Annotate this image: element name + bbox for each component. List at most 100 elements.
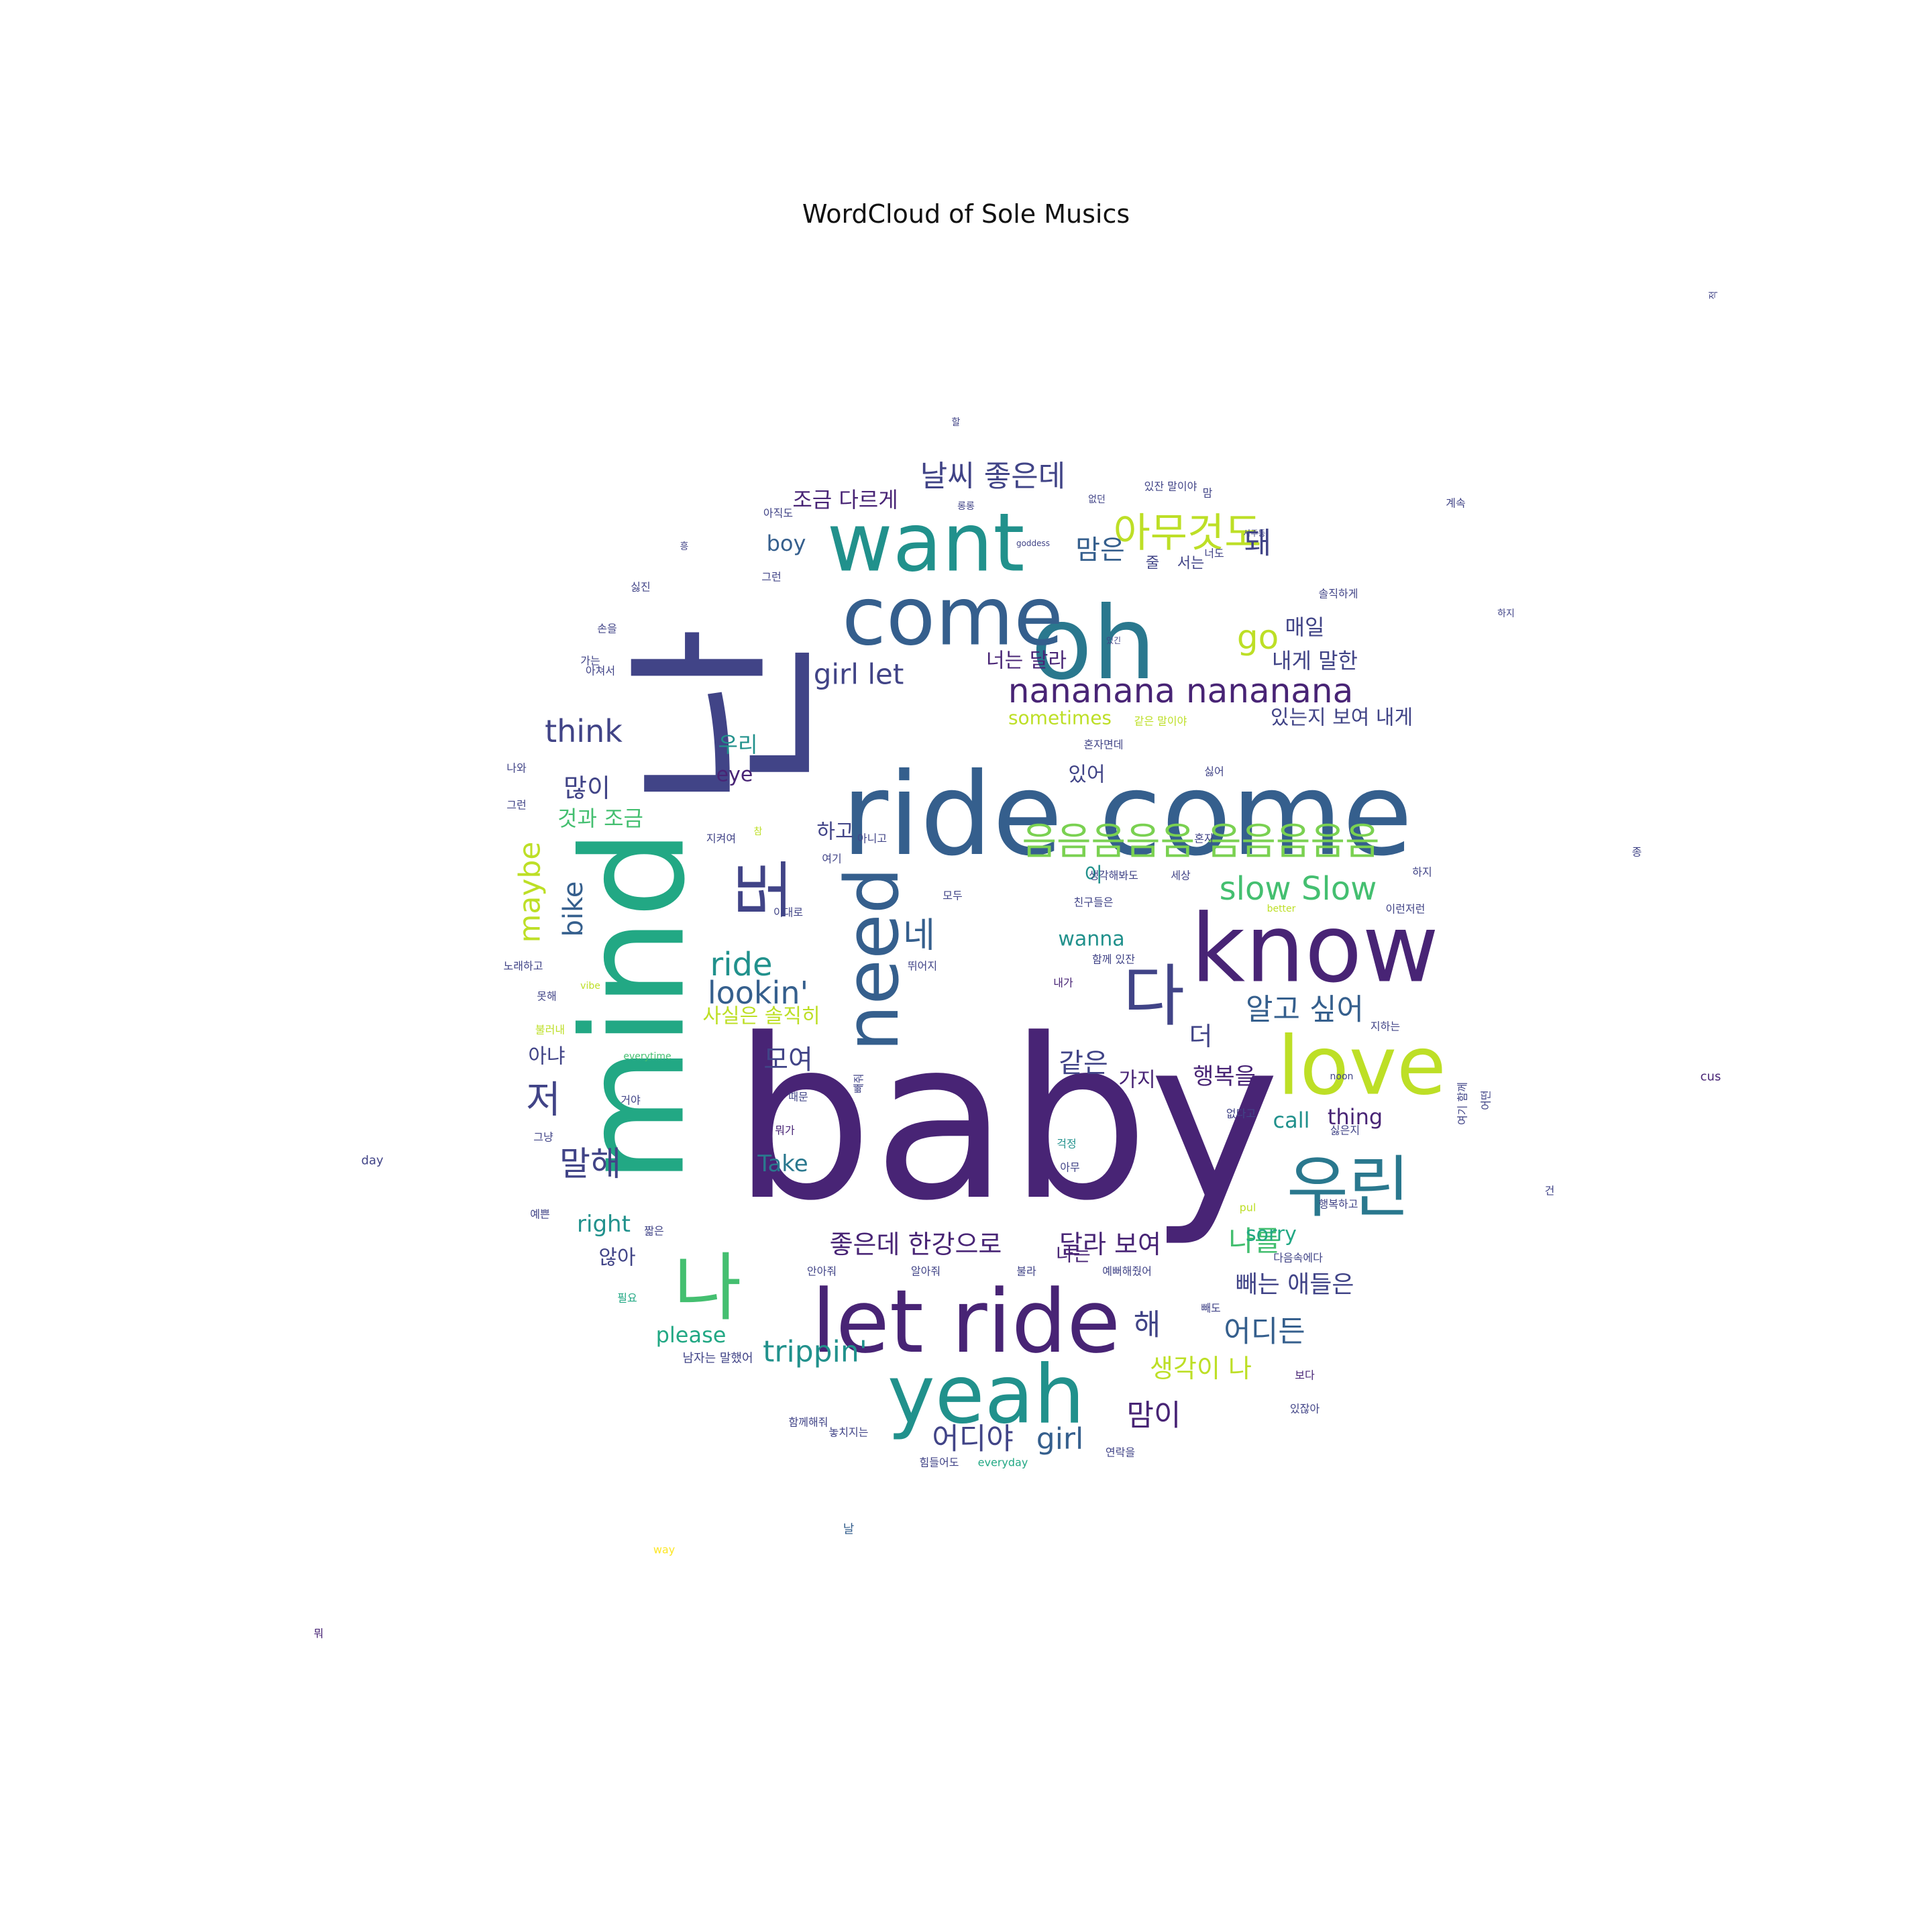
word: 너도 bbox=[1204, 547, 1224, 560]
word: 빼는 애들은 bbox=[1235, 1271, 1354, 1299]
word: 않아 bbox=[598, 1246, 635, 1270]
word: 예쁜 bbox=[530, 1208, 549, 1221]
word: 난 bbox=[611, 625, 845, 810]
word: bike bbox=[558, 881, 589, 937]
word: vibe bbox=[580, 981, 600, 991]
word: 없던 bbox=[1088, 494, 1106, 505]
word: girl bbox=[1036, 1422, 1083, 1456]
word: goddess bbox=[1016, 539, 1050, 548]
word: 어떤 bbox=[1480, 1090, 1493, 1110]
word: 나 bbox=[674, 1245, 741, 1331]
word: 사주동 bbox=[1243, 529, 1265, 538]
word: 너는 달라 bbox=[986, 649, 1067, 673]
word: 거야 bbox=[621, 1094, 641, 1107]
word: ride come bbox=[841, 749, 1412, 881]
word: 적 bbox=[1709, 291, 1719, 300]
word: 아무것도 bbox=[1114, 510, 1262, 557]
word: 계속 bbox=[1446, 497, 1465, 510]
word: 그냥 bbox=[533, 1131, 553, 1144]
word: 불러내 bbox=[535, 1024, 565, 1036]
word: 어디든 bbox=[1224, 1315, 1305, 1349]
word: sorry bbox=[1246, 1223, 1297, 1246]
word: 못해 bbox=[537, 990, 556, 1003]
word: way bbox=[653, 1544, 675, 1556]
word: 있긴 bbox=[1106, 636, 1121, 645]
word: 싫은지 bbox=[1330, 1124, 1360, 1137]
word: right bbox=[577, 1211, 631, 1238]
word: pul bbox=[1240, 1201, 1256, 1214]
word: 음음음음음 음음음음음 bbox=[1022, 820, 1379, 864]
word: come bbox=[842, 571, 1063, 664]
word: thing bbox=[1328, 1104, 1383, 1130]
word: 함께해줘 bbox=[789, 1416, 828, 1429]
word: 날 bbox=[843, 1523, 855, 1537]
word: 돼 bbox=[1244, 527, 1271, 561]
word: Take bbox=[757, 1150, 808, 1177]
word: 때문 bbox=[788, 1091, 808, 1104]
word: 이런저런 bbox=[1386, 903, 1426, 916]
word: 하지 bbox=[1412, 866, 1432, 879]
word: 같은 말이야 bbox=[1134, 715, 1187, 728]
word: 맘 bbox=[1203, 487, 1213, 500]
word: 그런 bbox=[761, 571, 781, 584]
word: 내게 말한 bbox=[1272, 648, 1358, 674]
word: 줄 bbox=[1146, 555, 1159, 572]
word: oh bbox=[1031, 586, 1157, 702]
word: 행복을 bbox=[1193, 1063, 1256, 1090]
word: 같은 bbox=[1059, 1048, 1108, 1079]
word: 아직도 bbox=[763, 507, 793, 520]
word: 사실은 솔직히 bbox=[702, 1005, 820, 1028]
word: 이대로 bbox=[773, 906, 803, 919]
word: 아쳐서 bbox=[586, 665, 615, 678]
word: 가는 bbox=[580, 655, 600, 667]
word: 아냐 bbox=[528, 1045, 565, 1069]
word: trippin' bbox=[763, 1335, 867, 1369]
word: 참 bbox=[754, 826, 763, 837]
word: 달라 보여 bbox=[1059, 1230, 1161, 1259]
word: 여기 함께 bbox=[1456, 1082, 1469, 1125]
word: 행복하고 bbox=[1319, 1198, 1358, 1211]
word: 뛰어지 bbox=[908, 960, 937, 973]
word: maybe bbox=[513, 842, 547, 943]
word: let ride bbox=[812, 1271, 1120, 1373]
word: 어디야 bbox=[932, 1422, 1013, 1456]
word: 지하는 bbox=[1371, 1020, 1400, 1033]
word: 알아줘 bbox=[911, 1265, 941, 1278]
word: nananana nananana bbox=[1008, 672, 1354, 710]
word: 빼줘 bbox=[853, 1073, 865, 1093]
word: slow Slow bbox=[1220, 870, 1377, 908]
word: 세상 bbox=[1171, 869, 1191, 882]
word: 많이 bbox=[564, 773, 610, 803]
word: 이 bbox=[1084, 864, 1103, 888]
word: 아니고 bbox=[857, 833, 887, 845]
word: everyday bbox=[978, 1456, 1028, 1469]
word: 짧은 bbox=[644, 1225, 663, 1238]
word: 하지 bbox=[1497, 608, 1515, 619]
word: 해 bbox=[1134, 1308, 1161, 1342]
word: 것과 조금 bbox=[557, 806, 643, 831]
word: 저 bbox=[526, 1079, 561, 1122]
word: 혼자면데 bbox=[1084, 739, 1124, 751]
word: 모여 bbox=[763, 1044, 813, 1075]
word: better bbox=[1267, 904, 1296, 914]
word: 종 bbox=[1632, 846, 1642, 859]
word: 함께 있잔 bbox=[1092, 953, 1135, 966]
chart-title: WordCloud of Sole Musics bbox=[802, 199, 1130, 229]
word: mind bbox=[552, 828, 716, 1183]
word: 더 bbox=[1189, 1022, 1213, 1051]
word: 걱정 bbox=[1057, 1138, 1076, 1150]
word: 우린 bbox=[1287, 1148, 1410, 1227]
word: 있어 bbox=[1068, 763, 1105, 787]
word: please bbox=[656, 1322, 727, 1348]
word: 맘은 bbox=[1075, 535, 1125, 566]
word: 네 bbox=[903, 916, 935, 956]
word: 우리 bbox=[718, 732, 758, 757]
word: cus bbox=[1701, 1070, 1721, 1084]
word: 싫진 bbox=[631, 581, 650, 594]
word: baby bbox=[733, 991, 1280, 1249]
word: 또 bbox=[726, 858, 804, 920]
word: 다음속에다 bbox=[1273, 1252, 1323, 1265]
word: ride bbox=[710, 946, 772, 983]
word: 날씨 좋은데 bbox=[920, 460, 1065, 494]
